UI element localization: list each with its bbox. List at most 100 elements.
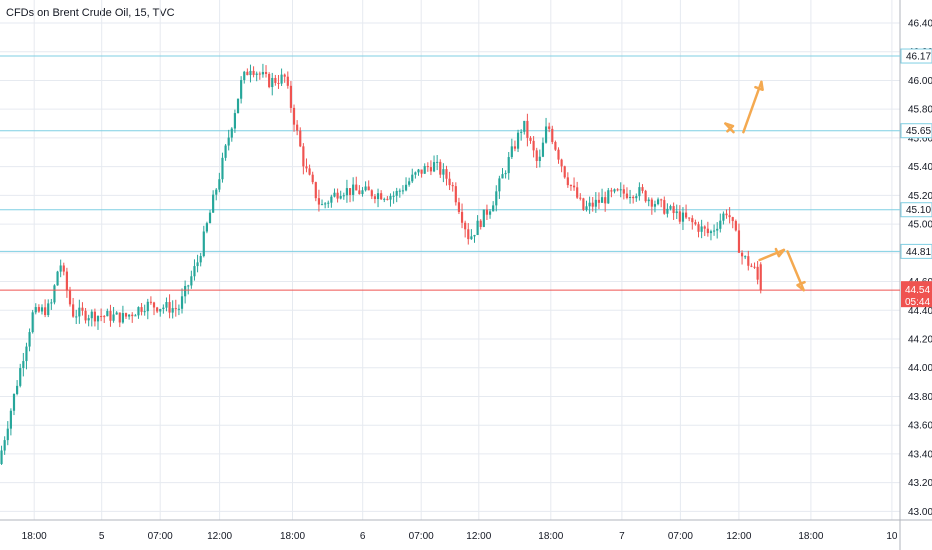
candle-body (622, 189, 625, 194)
candle-body (193, 266, 196, 277)
candle-body (716, 228, 719, 231)
candle-body (75, 316, 78, 318)
candle-body (538, 156, 541, 161)
candle-body (305, 166, 308, 169)
candle-body (187, 285, 190, 287)
candle-body (529, 137, 532, 141)
candle-body (579, 197, 582, 199)
candle-body (121, 313, 124, 323)
candle-body (355, 184, 358, 191)
candle-body (722, 213, 725, 221)
candle-body (448, 178, 451, 186)
candle-body (333, 192, 336, 197)
candle-body (34, 307, 37, 313)
candle-body (258, 73, 261, 75)
candle-body (299, 130, 302, 147)
candle-body (417, 169, 420, 173)
candle-body (753, 266, 756, 268)
candle-body (389, 196, 392, 200)
candle-body (143, 311, 146, 313)
candle-body (261, 72, 265, 75)
candle-body (168, 302, 171, 313)
candle-body (641, 187, 644, 191)
candle-body (78, 307, 81, 317)
candle-body (289, 85, 293, 108)
annotation-arrow-head (796, 280, 806, 292)
candle-body (647, 199, 650, 202)
candle-body (684, 212, 688, 218)
candle-body (383, 198, 386, 200)
candle-body (535, 150, 538, 161)
candle-body (376, 193, 380, 200)
candle-body (485, 209, 489, 215)
annotation-arrow-line (742, 80, 763, 134)
candle-body (638, 187, 641, 197)
candle-body (16, 385, 19, 394)
candle-body (678, 211, 681, 222)
candle-body (100, 316, 103, 318)
candle-body (370, 190, 373, 197)
candle-body (208, 212, 212, 224)
candles-group (0, 63, 762, 465)
candle-body (498, 178, 501, 192)
candle-body (526, 120, 529, 138)
candle-body (395, 190, 398, 196)
candle-body (112, 314, 115, 321)
candle-body (249, 70, 252, 76)
candle-body (467, 229, 470, 240)
candle-body (759, 264, 762, 291)
candle-body (744, 256, 747, 258)
candle-body (541, 142, 545, 157)
candle-body (9, 410, 12, 429)
candle-body (0, 450, 3, 464)
candle-body (616, 189, 619, 191)
candle-body (308, 168, 311, 175)
candle-body (628, 196, 632, 198)
level-price-label-box (900, 202, 932, 218)
candle-body (37, 307, 40, 312)
candle-body (106, 310, 109, 317)
candle-body (551, 128, 554, 142)
candle-body (93, 311, 96, 322)
candle-body (554, 141, 557, 150)
candle-body (457, 202, 461, 212)
candle-body (414, 172, 417, 175)
y-tick-label: 43.20 (908, 478, 932, 489)
y-tick-label: 45.00 (908, 220, 932, 231)
candle-body (464, 222, 467, 230)
candle-body (442, 169, 445, 175)
x-tick-label: 07:00 (409, 531, 434, 542)
y-tick-label: 46.00 (908, 76, 932, 87)
candle-body (681, 212, 685, 222)
candle-body (429, 167, 433, 172)
candle-body (635, 196, 638, 199)
candle-body (342, 195, 345, 197)
candle-body (719, 220, 722, 229)
candle-body (159, 309, 162, 312)
candle-body (44, 307, 47, 316)
candle-body (330, 196, 333, 203)
candle-body (68, 290, 72, 305)
candle-body (672, 206, 675, 214)
candle-body (426, 166, 429, 168)
candle-body (339, 196, 342, 199)
annotation-arrow-head (774, 247, 786, 258)
candle-body (233, 113, 237, 129)
candle-body (728, 215, 731, 218)
y-tick-label: 45.60 (908, 133, 932, 144)
candle-body (439, 161, 442, 175)
candle-body (470, 236, 473, 240)
candle-body (725, 213, 728, 216)
y-tick-label: 43.80 (908, 392, 932, 403)
candle-body (314, 182, 317, 199)
candle-body (669, 206, 672, 209)
candle-body (585, 206, 588, 210)
candle-body (569, 185, 573, 187)
y-tick-label: 44.40 (908, 306, 932, 317)
candle-body (31, 312, 34, 333)
candle-body (180, 296, 184, 309)
candle-body (311, 174, 314, 183)
x-tick-label: 18:00 (538, 531, 563, 542)
